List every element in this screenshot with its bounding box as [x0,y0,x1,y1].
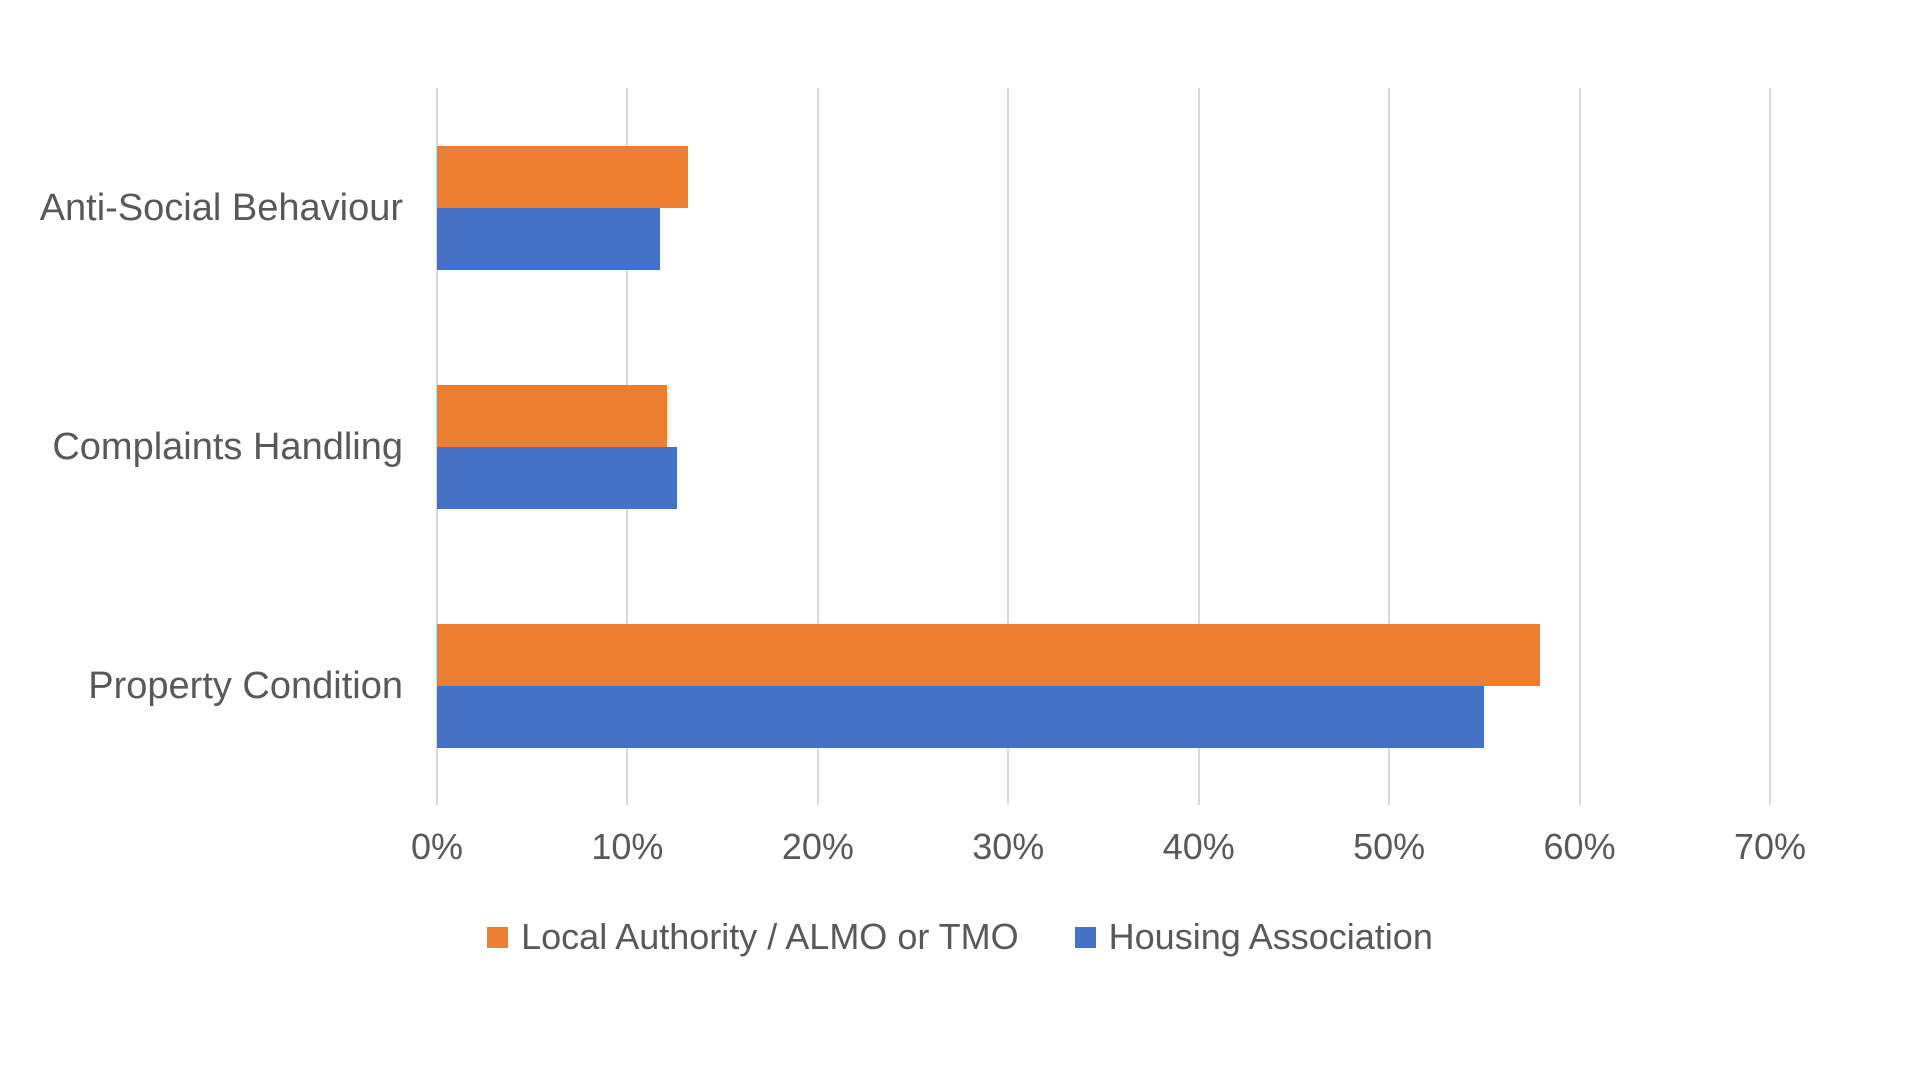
bar-anti-social-behaviour-housing-association [437,207,660,270]
legend-swatch-icon-housing-association [1074,926,1096,948]
category-label-property-condition: Property Condition [88,664,403,707]
gridline-40 [1197,88,1200,805]
x-tick-label-60: 60% [1543,826,1616,867]
legend-swatch-icon-la-almo-tmo [487,926,509,948]
gridline-60 [1578,88,1581,805]
legend: Local Authority / ALMO or TMO Housing Ass… [0,916,1920,958]
x-tick-label-50: 50% [1353,826,1426,867]
gridline-70 [1769,88,1771,805]
category-label-anti-social-behaviour: Anti-Social Behaviour [39,186,403,229]
legend-label-la-almo-tmo: Local Authority / ALMO or TMO [521,916,1019,957]
bar-complaints-handling-housing-association [437,446,677,509]
x-tick-label-30: 30% [972,826,1045,867]
x-tick-label-70: 70% [1733,826,1807,867]
legend-entry-la-almo-tmo: Local Authority / ALMO or TMO [487,916,1019,958]
gridline-20 [816,88,819,805]
x-tick-label-10: 10% [591,826,664,867]
gridline-30 [1007,88,1010,805]
x-tick-label-20: 20% [781,826,854,867]
legend-label-housing-association: Housing Association [1108,916,1433,957]
legend-entry-housing-association: Housing Association [1074,916,1433,958]
x-tick-label-40: 40% [1162,826,1235,867]
bar-complaints-handling-la-almo-tmo [437,384,668,447]
category-label-complaints-handling: Complaints Handling [52,425,403,468]
bar-property-condition-housing-association [437,685,1485,748]
x-tick-label-0: 0% [410,826,464,867]
gridline-50 [1388,88,1391,805]
bar-anti-social-behaviour-la-almo-tmo [437,145,689,208]
bar-property-condition-la-almo-tmo [437,623,1540,686]
